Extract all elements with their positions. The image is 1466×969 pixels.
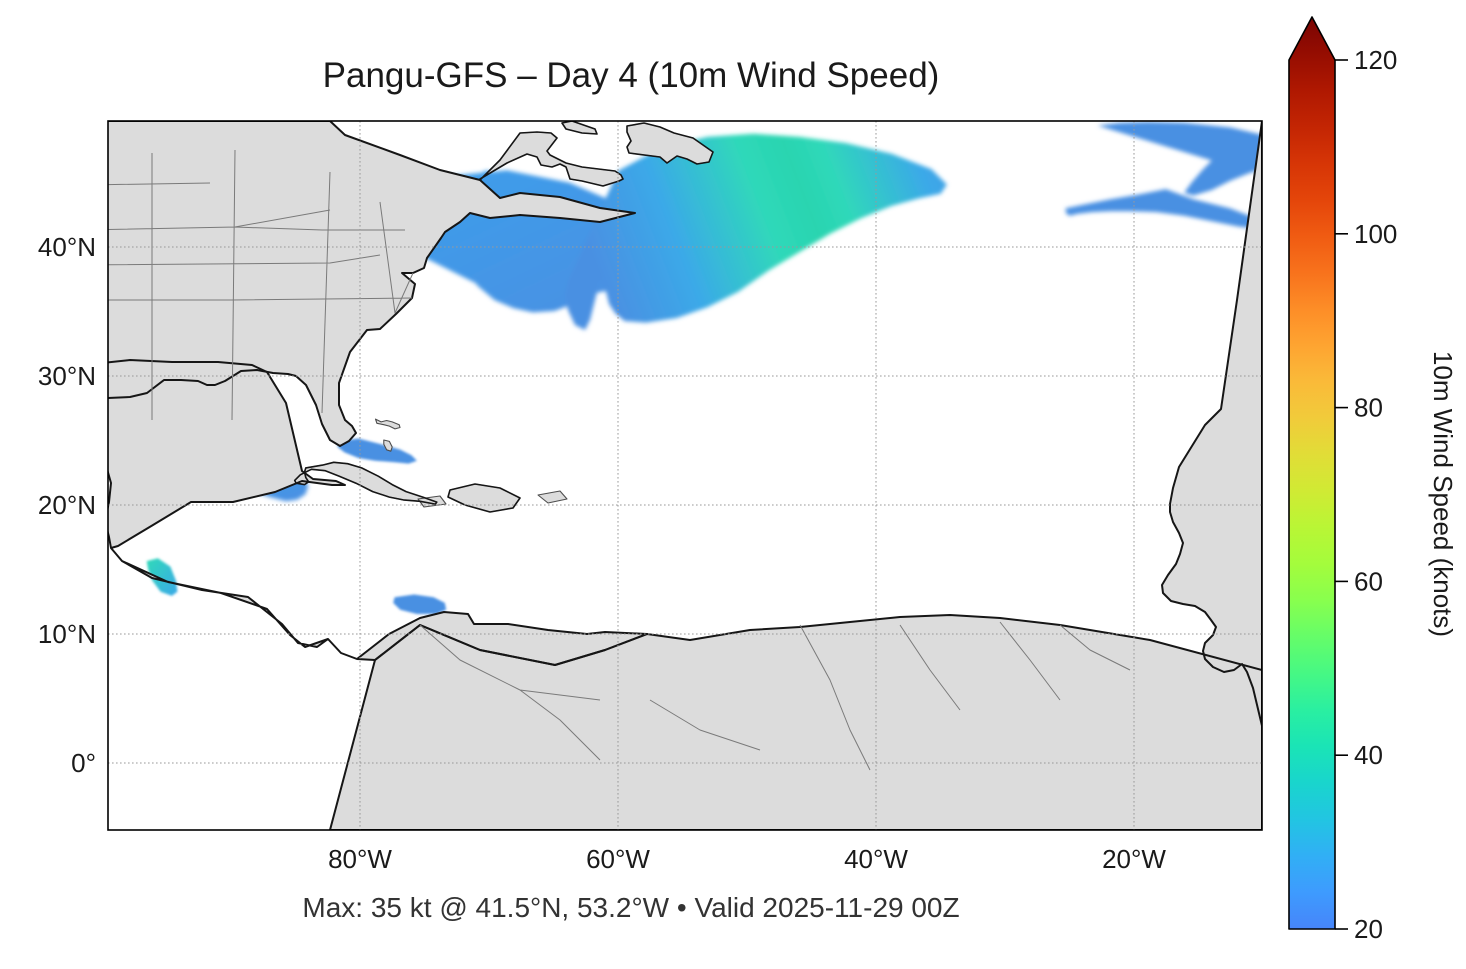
svg-text:10°N: 10°N [38,619,96,649]
svg-text:20°W: 20°W [1102,844,1166,874]
svg-text:100: 100 [1354,219,1397,249]
svg-text:40: 40 [1354,740,1383,770]
svg-text:20: 20 [1354,914,1383,944]
svg-text:40°N: 40°N [38,232,96,262]
svg-text:60: 60 [1354,566,1383,596]
svg-text:120: 120 [1354,45,1397,75]
svg-text:80°W: 80°W [328,844,392,874]
svg-text:60°W: 60°W [586,844,650,874]
svg-text:30°N: 30°N [38,361,96,391]
svg-text:80: 80 [1354,393,1383,423]
svg-text:10m Wind Speed (knots): 10m Wind Speed (knots) [1428,351,1458,637]
svg-text:20°N: 20°N [38,490,96,520]
svg-text:0°: 0° [71,748,96,778]
svg-text:40°W: 40°W [844,844,908,874]
